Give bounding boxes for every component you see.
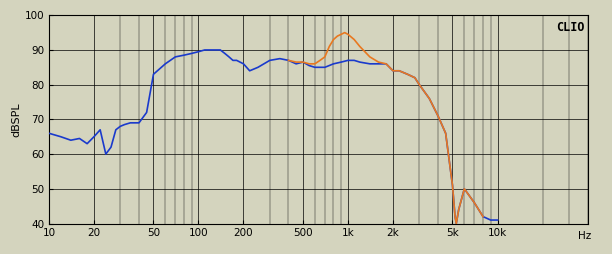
Text: Hz: Hz (578, 231, 592, 241)
Text: CLIO: CLIO (556, 22, 585, 35)
Y-axis label: dBSPL: dBSPL (12, 102, 21, 137)
